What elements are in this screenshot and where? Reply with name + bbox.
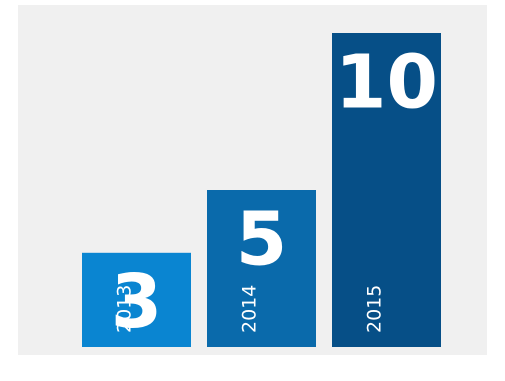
bar-chart: 3 2013 5 2014 10 2015 bbox=[18, 5, 487, 355]
category-label-2015: 2015 bbox=[364, 285, 386, 333]
category-label-2013: 2013 bbox=[114, 285, 136, 333]
category-label-2014: 2014 bbox=[239, 285, 261, 333]
bar-value-label-2015: 10 bbox=[335, 39, 438, 125]
bar-value-label-2014: 5 bbox=[236, 196, 288, 282]
